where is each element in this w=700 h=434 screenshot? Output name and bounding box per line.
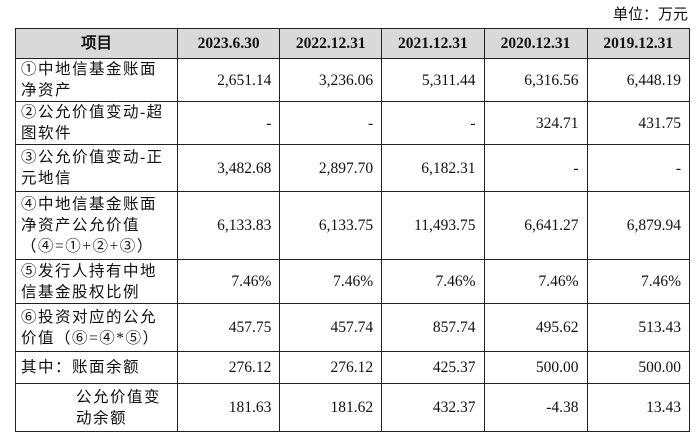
label-line: 其中：账面余额 xyxy=(21,359,141,376)
value-cell: -4.38 xyxy=(483,383,588,432)
value-cell: 6,316.56 xyxy=(483,58,588,102)
header-row: 项目 2023.6.30 2022.12.31 2021.12.31 2020.12.3… xyxy=(15,28,691,59)
value-cell: 181.63 xyxy=(176,383,281,432)
label-line: ④中地信基金账面 xyxy=(21,196,158,213)
row-label: ②公允价值变动-超 图软件 xyxy=(15,101,178,145)
value-cell: - xyxy=(381,101,485,145)
value-cell: 3,482.68 xyxy=(176,144,281,192)
value-cell: 7.46% xyxy=(279,259,383,304)
value-cell: - xyxy=(279,101,383,145)
value-cell: 7.46% xyxy=(586,259,691,304)
value-cell: 276.12 xyxy=(176,351,281,384)
value-cell: 2,651.14 xyxy=(176,58,281,102)
header-cell: 2022.12.31 xyxy=(279,28,383,59)
label-line: ①中地信基金账面 xyxy=(21,61,158,78)
header-cell: 项目 xyxy=(15,28,178,59)
label-line: 图软件 xyxy=(21,125,73,142)
header-cell: 2023.6.30 xyxy=(176,28,281,59)
row-label: ①中地信基金账面 净资产 xyxy=(15,58,178,102)
label-line: 价值（⑥=④*⑤） xyxy=(21,329,160,347)
row-label: ③公允价值变动-正 元地信 xyxy=(15,144,178,192)
table-row: 公允价值变 动余额 181.63 181.62 432.37 -4.38 13.43 xyxy=(15,383,691,432)
value-cell: 457.75 xyxy=(176,303,281,352)
value-cell: 6,641.27 xyxy=(483,191,588,260)
row-label: ⑤发行人持有中地 信基金股权比例 xyxy=(15,259,178,304)
header-cell: 2021.12.31 xyxy=(381,28,485,59)
value-cell: 857.74 xyxy=(381,303,485,352)
label-line: ②公允价值变动-超 xyxy=(21,104,164,121)
label-line: ③公允价值变动-正 xyxy=(21,149,164,166)
value-cell: - xyxy=(176,101,281,145)
unit-label: 单位：万元 xyxy=(612,7,688,23)
label-line: ⑤发行人持有中地 xyxy=(21,262,158,280)
table-row: ③公允价值变动-正 元地信 3,482.68 2,897.70 6,182.31- - xyxy=(15,144,691,192)
value-cell: 500.00 xyxy=(483,351,588,384)
value-cell: - xyxy=(483,144,588,192)
row-label: 公允价值变 动余额 xyxy=(15,383,178,432)
label-line: 动余额 xyxy=(76,409,128,427)
value-cell: 425.37 xyxy=(381,351,485,384)
value-cell: 11,493.75 xyxy=(381,191,485,260)
label-line: 净资产 xyxy=(21,82,73,99)
label-line: 元地信 xyxy=(21,170,73,187)
value-cell: 181.62 xyxy=(279,383,383,432)
header-cell: 2019.12.31 xyxy=(586,28,691,59)
value-cell: 495.62 xyxy=(483,303,588,352)
table-row: ①中地信基金账面 净资产 2,651.14 3,236.06 5,311.44 6,316… xyxy=(15,58,691,102)
header-cell: 2020.12.31 xyxy=(483,28,588,59)
value-cell: 6,133.75 xyxy=(279,191,383,260)
table-row: ④中地信基金账面 净资产公允价值 （④=①+②+③） 6,133.83 6,133.75… xyxy=(15,191,691,260)
value-cell: 276.12 xyxy=(279,351,383,384)
value-cell: 432.37 xyxy=(381,383,485,432)
value-cell: 513.43 xyxy=(586,303,691,352)
value-cell: 6,448.19 xyxy=(586,58,691,102)
value-cell: 2,897.70 xyxy=(279,144,383,192)
value-cell: 457.74 xyxy=(279,303,383,352)
value-cell: - xyxy=(586,144,691,192)
data-table: 项目 2023.6.30 2022.12.31 2021.12.31 2020.12.3… xyxy=(15,28,691,432)
value-cell: 6,879.94 xyxy=(586,191,691,260)
value-cell: 5,311.44 xyxy=(381,58,485,102)
table-row: ⑤发行人持有中地 信基金股权比例 7.46% 7.46% 7.46% 7.46% 7.46% xyxy=(15,259,691,304)
row-label: ⑥投资对应的公允 价值（⑥=④*⑤） xyxy=(15,303,178,352)
label-line: 净资产公允价值 xyxy=(21,217,141,234)
value-cell: 3,236.06 xyxy=(279,58,383,102)
value-cell: 431.75 xyxy=(586,101,691,145)
row-label: 其中：账面余额 xyxy=(15,351,178,384)
label-line: 信基金股权比例 xyxy=(21,283,141,301)
value-cell: 7.46% xyxy=(176,259,281,304)
value-cell: 7.46% xyxy=(483,259,588,304)
label-line: （④=①+②+③） xyxy=(21,238,154,255)
table-row: ⑥投资对应的公允 价值（⑥=④*⑤） 457.75 457.74 857.74 495.6… xyxy=(15,303,691,352)
value-cell: 500.00 xyxy=(586,351,691,384)
value-cell: 13.43 xyxy=(586,383,691,432)
value-cell: 7.46% xyxy=(381,259,485,304)
row-label: ④中地信基金账面 净资产公允价值 （④=①+②+③） xyxy=(15,191,178,260)
label-line: ⑥投资对应的公允 xyxy=(21,308,158,326)
value-cell: 6,182.31 xyxy=(381,144,485,192)
value-cell: 6,133.83 xyxy=(176,191,281,260)
value-cell: 324.71 xyxy=(483,101,588,145)
label-line: 公允价值变 xyxy=(76,388,162,406)
table-row: 其中：账面余额 276.12 276.12 425.37 500.00 500.00 xyxy=(15,351,691,384)
table-row: ②公允价值变动-超 图软件 - - -324.71 431.75 xyxy=(15,101,691,145)
